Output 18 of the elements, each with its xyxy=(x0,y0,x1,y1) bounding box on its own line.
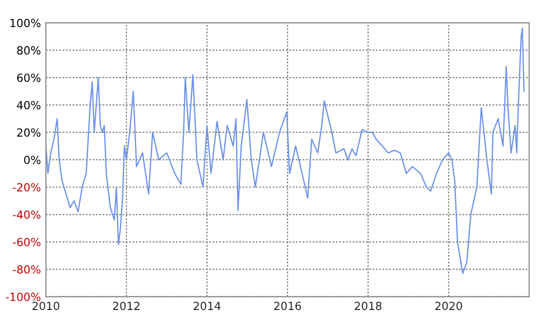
y-tick-label: -60% xyxy=(12,238,40,246)
x-tick-label: 2020 xyxy=(435,302,462,310)
y-tick-label: -100% xyxy=(6,292,40,302)
y-tick-label: 80% xyxy=(17,46,40,55)
line-series xyxy=(46,28,525,274)
x-tick-label: 2012 xyxy=(113,302,140,310)
x-tick-label: 2018 xyxy=(354,302,382,310)
y-tick-label: 20% xyxy=(17,128,40,137)
x-tick-label: 2010 xyxy=(32,302,60,310)
y-tick-label: 40% xyxy=(16,100,40,110)
y-tick-label: -80% xyxy=(12,265,40,274)
y-tick-label: 100% xyxy=(10,18,40,28)
x-tick-label: 2016 xyxy=(274,302,301,310)
y-tick-label: 0% xyxy=(24,156,40,164)
y-tick-label: 60% xyxy=(17,74,40,82)
y-tick-label: -40% xyxy=(12,210,40,219)
x-tick-label: 2014 xyxy=(194,302,221,310)
y-tick-label: -20% xyxy=(12,183,40,192)
